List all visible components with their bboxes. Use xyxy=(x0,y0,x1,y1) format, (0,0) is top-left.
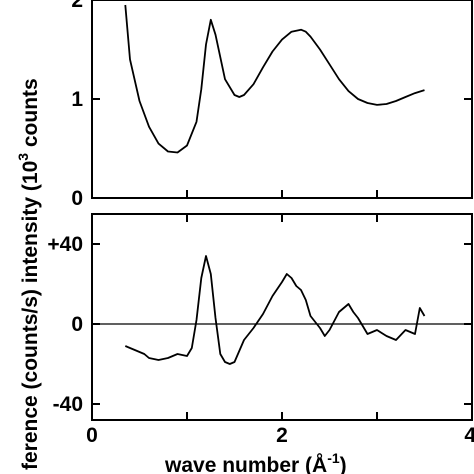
bottom-y-tick-label: +40 xyxy=(47,233,83,256)
top-panel: 0 1 2 xyxy=(71,0,473,210)
top-y-tick-label: 1 xyxy=(71,88,83,111)
x-axis-label: wave number (Å-1) xyxy=(164,450,347,474)
top-y-ticks: 0 1 2 xyxy=(71,0,473,210)
bottom-x-ticks: 0 2 4 xyxy=(86,214,474,447)
top-series-line xyxy=(124,4,425,154)
bottom-plot-frame xyxy=(91,213,473,421)
top-plot-frame xyxy=(91,0,473,199)
y-axis-label: ference (counts/s) intensity (103 counts xyxy=(15,78,42,470)
bottom-y-tick-label: 0 xyxy=(71,313,83,336)
bottom-x-tick-label: 4 xyxy=(464,424,474,447)
top-y-tick-label: 0 xyxy=(71,187,83,210)
bottom-x-tick-label: 2 xyxy=(276,424,288,447)
top-y-tick-label: 2 xyxy=(71,0,83,12)
bottom-series-line xyxy=(124,255,426,365)
bottom-y-ticks: +40 0 -40 xyxy=(47,233,472,416)
bottom-x-tick-label: 0 xyxy=(86,424,98,447)
bottom-y-tick-label: -40 xyxy=(53,393,83,416)
